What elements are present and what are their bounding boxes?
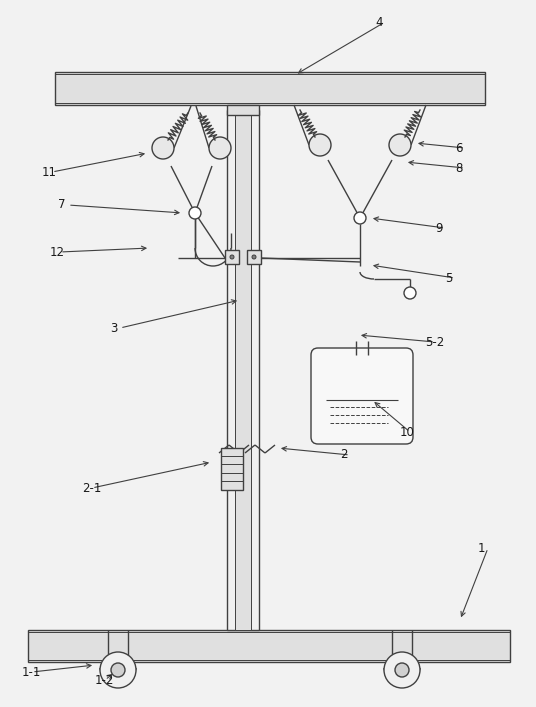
- Circle shape: [389, 134, 411, 156]
- Bar: [227, 105, 259, 115]
- FancyBboxPatch shape: [311, 348, 413, 444]
- Text: 1-2: 1-2: [95, 674, 114, 686]
- Circle shape: [230, 255, 234, 259]
- Text: 5: 5: [445, 271, 452, 284]
- Text: 8: 8: [455, 161, 463, 175]
- Circle shape: [395, 663, 409, 677]
- Circle shape: [100, 652, 136, 688]
- Circle shape: [189, 207, 201, 219]
- Circle shape: [404, 287, 416, 299]
- Bar: [221, 448, 243, 490]
- Circle shape: [152, 137, 174, 159]
- Circle shape: [252, 255, 256, 259]
- Text: 5-2: 5-2: [425, 336, 444, 349]
- Bar: [225, 250, 239, 264]
- Circle shape: [384, 652, 420, 688]
- Circle shape: [111, 663, 125, 677]
- Text: 9: 9: [435, 221, 443, 235]
- Bar: [247, 250, 261, 264]
- Bar: [235, 110, 251, 630]
- Text: 12: 12: [50, 245, 65, 259]
- Bar: [227, 110, 259, 630]
- Bar: [28, 630, 510, 662]
- Text: 4: 4: [375, 16, 383, 28]
- Text: 1-1: 1-1: [22, 665, 41, 679]
- Text: 1: 1: [478, 542, 486, 554]
- Text: 6: 6: [455, 141, 463, 155]
- Text: 3: 3: [110, 322, 117, 334]
- Text: 11: 11: [42, 165, 57, 178]
- Circle shape: [354, 212, 366, 224]
- Text: 2-1: 2-1: [82, 481, 101, 494]
- Text: 2: 2: [340, 448, 347, 462]
- Circle shape: [209, 137, 231, 159]
- Text: 10: 10: [400, 426, 415, 438]
- Circle shape: [309, 134, 331, 156]
- Bar: [55, 72, 485, 105]
- Text: 7: 7: [58, 199, 65, 211]
